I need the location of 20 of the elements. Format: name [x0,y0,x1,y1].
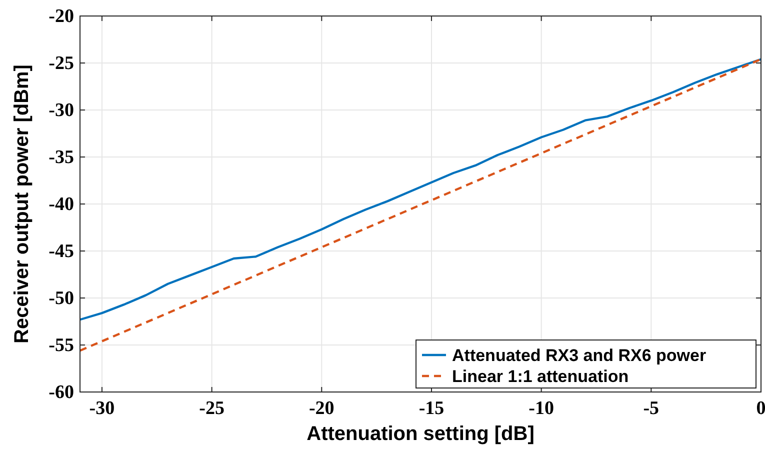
y-tick-label: -45 [48,241,74,262]
x-tick-label: -20 [308,398,334,419]
x-tick-label: -10 [528,398,554,419]
y-tick-label: -35 [48,147,74,168]
y-axis-title: Receiver output power [dBm] [11,64,33,344]
y-tick-label: -40 [48,194,74,215]
y-tick-label: -55 [48,335,74,356]
x-axis-title: Attenuation setting [dB] [306,423,534,445]
x-tick-label: -5 [643,398,660,419]
y-tick-label: -20 [48,6,74,27]
x-tick-label: -30 [89,398,115,419]
x-tick-label: -15 [418,398,444,419]
x-tick-label: 0 [756,398,765,419]
y-tick-label: -30 [48,100,74,121]
y-tick-label: -60 [48,382,74,403]
legend-label: Attenuated RX3 and RX6 power [452,346,706,365]
legend-label: Linear 1:1 attenuation [452,367,629,386]
y-tick-label: -25 [48,53,74,74]
y-tick-label: -50 [48,288,74,309]
x-tick-label: -25 [199,398,224,419]
